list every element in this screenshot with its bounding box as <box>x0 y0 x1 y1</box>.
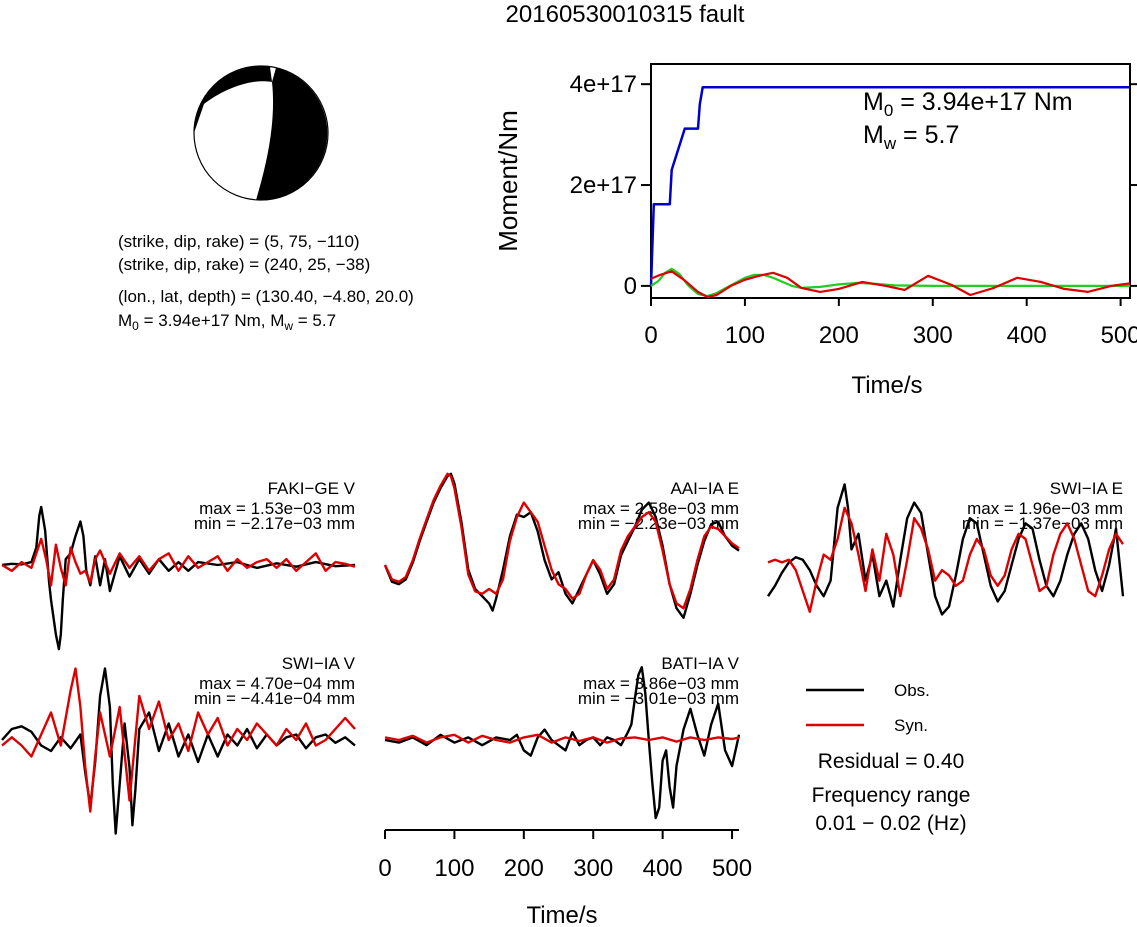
beachball-compression-top <box>194 66 272 133</box>
moment-annotation-mw: Mw = 5.7 <box>863 121 959 153</box>
mechanism-nodal-plane-1: (strike, dip, rake) = (5, 75, −110) <box>118 232 360 251</box>
moment-ytick-label: 0 <box>624 273 637 300</box>
moment-xtick-label: 200 <box>819 322 859 349</box>
waveform-title: SWI−IA E <box>1050 479 1123 498</box>
moment-series-synthetic-moment-rate <box>650 270 1131 299</box>
residual-label: Residual = 0.40 <box>818 750 965 773</box>
moment-chart-frame <box>650 63 1131 299</box>
waveform-min-label: min = −3.01e−03 mm <box>578 689 739 708</box>
moment-chart: 0 2e+17 4e+17 0 100 200 300 400 500 Moment/Nm T… <box>493 63 1137 399</box>
mechanism-moment: M0 = 3.94e+17 Nm, Mw = 5.7 <box>118 311 336 333</box>
waveform-syn <box>383 472 740 610</box>
waveform-axis-tick-label: 500 <box>712 855 752 882</box>
beachball-compression-left <box>204 68 271 200</box>
moment-xtick-label: 300 <box>913 322 953 349</box>
waveform-axis-tick-label: 300 <box>573 855 613 882</box>
waveform-time-axis: Time/s 0 100 200 300 400 500 <box>378 829 752 927</box>
waveform-panel-faki-ge-v: FAKI−GE V max = 1.53e−03 mm min = −2.17e… <box>1 479 356 651</box>
waveform-obs <box>1 667 356 835</box>
legend-syn-label: Syn. <box>894 716 928 735</box>
waveform-axis-tick-label: 0 <box>378 855 391 882</box>
legend-obs-label: Obs. <box>894 681 930 700</box>
waveform-max-label: max = 2.58e−03 mm <box>583 499 739 518</box>
mechanism-location: (lon., lat, depth) = (130.40, −4.80, 20.… <box>118 287 414 306</box>
waveform-syn <box>384 733 740 744</box>
waveform-obs <box>384 666 741 820</box>
moment-xtick-label: 0 <box>644 322 657 349</box>
moment-series-cumulative-moment <box>649 85 1130 286</box>
waveform-syn <box>1 667 356 813</box>
waveform-syn <box>1 537 356 587</box>
waveform-axis-tick-label: 400 <box>643 855 683 882</box>
waveform-max-label: max = 1.96e−03 mm <box>967 499 1123 518</box>
frequency-range-title: Frequency range <box>812 784 971 807</box>
moment-annotation-m0: M0 = 3.94e+17 Nm <box>863 88 1073 120</box>
waveform-axis-tick-label: 200 <box>504 855 544 882</box>
mechanism-nodal-plane-2: (strike, dip, rake) = (240, 25, −38) <box>118 255 370 274</box>
beachball-compression-right <box>256 68 328 201</box>
waveform-min-label: min = −4.41e−04 mm <box>194 689 355 708</box>
legend: Obs. Syn. Residual = 0.40 Frequency rang… <box>806 681 970 835</box>
waveform-axis-xlabel: Time/s <box>526 902 597 927</box>
waveform-title: AAI−IA E <box>670 479 739 498</box>
moment-ytick-label: 2e+17 <box>570 172 637 199</box>
moment-xtick-label: 500 <box>1101 322 1137 349</box>
waveform-syn <box>767 506 1124 613</box>
moment-chart-xticks: 0 100 200 300 400 500 <box>644 298 1137 349</box>
waveform-panel-aai-ia-e: AAI−IA E max = 2.58e−03 mm min = −2.23e−… <box>383 472 740 619</box>
moment-chart-ylabel: Moment/Nm <box>493 110 523 252</box>
waveform-max-label: max = 4.70e−04 mm <box>199 674 355 693</box>
waveform-obs <box>767 483 1125 616</box>
waveform-axis-tick-label: 100 <box>434 855 474 882</box>
moment-chart-yticks: 0 2e+17 4e+17 <box>570 71 1137 300</box>
figure-title: 20160530010315 fault <box>506 1 745 28</box>
waveform-title: BATI−IA V <box>661 654 739 673</box>
waveform-panel-bati-ia-v: BATI−IA V max = 3.86e−03 mm min = −3.01e… <box>384 654 741 820</box>
waveform-panel-swi-ia-e: SWI−IA E max = 1.96e−03 mm min = −1.37e−… <box>767 479 1125 616</box>
moment-xtick-label: 400 <box>1007 322 1047 349</box>
moment-ytick-label: 4e+17 <box>570 71 637 98</box>
waveform-min-label: min = −1.37e−03 mm <box>962 514 1123 533</box>
moment-chart-series <box>649 85 1131 299</box>
moment-xtick-label: 100 <box>725 322 765 349</box>
waveform-panel-swi-ia-v: SWI−IA V max = 4.70e−04 mm min = −4.41e−… <box>1 654 356 835</box>
mechanism-text: (strike, dip, rake) = (5, 75, −110) (str… <box>118 232 414 333</box>
waveform-min-label: min = −2.17e−03 mm <box>194 514 355 533</box>
moment-chart-xlabel: Time/s <box>851 372 922 399</box>
waveform-max-label: max = 1.53e−03 mm <box>199 499 355 518</box>
waveform-max-label: max = 3.86e−03 mm <box>583 674 739 693</box>
waveform-title: SWI−IA V <box>282 654 356 673</box>
frequency-range-value: 0.01 − 0.02 (Hz) <box>815 812 966 835</box>
waveform-title: FAKI−GE V <box>268 479 356 498</box>
beachball <box>193 65 329 201</box>
